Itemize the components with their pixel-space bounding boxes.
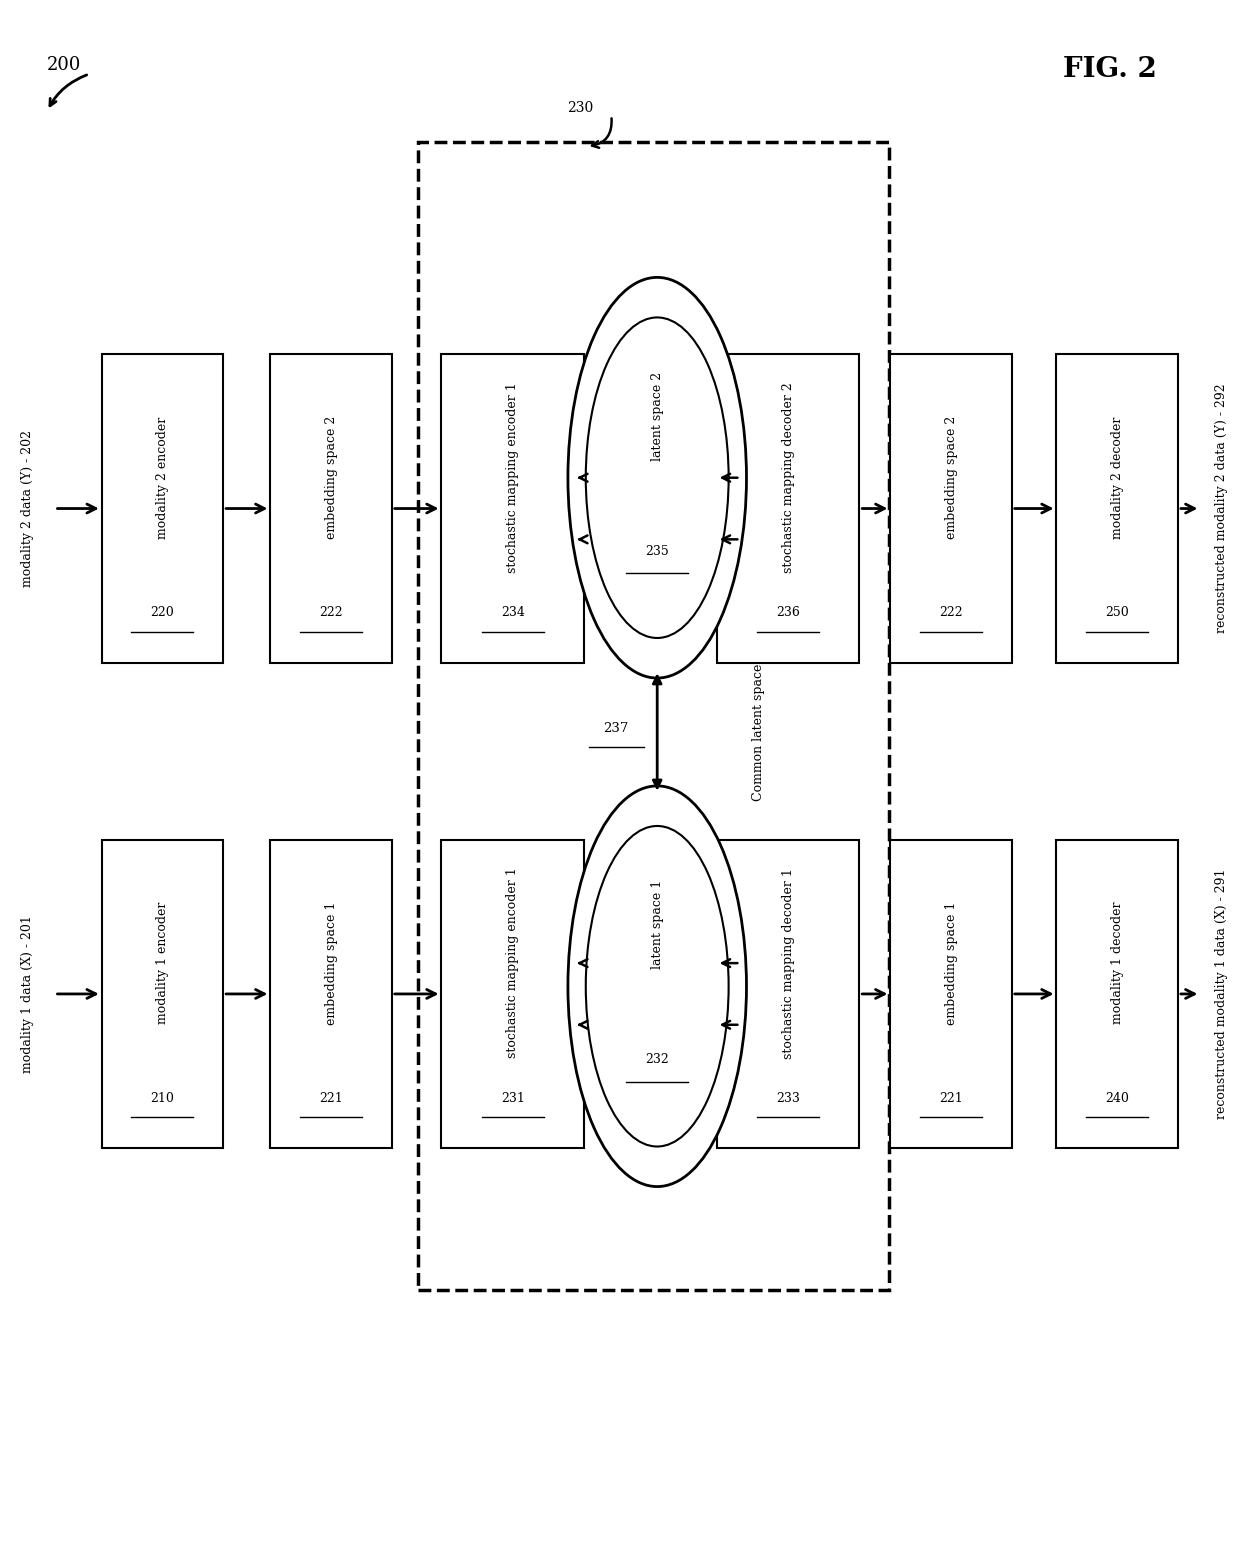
Text: 233: 233 xyxy=(776,1093,800,1105)
Text: reconstructed modality 2 data (Y) - 292: reconstructed modality 2 data (Y) - 292 xyxy=(1215,384,1228,633)
Text: latent space 1: latent space 1 xyxy=(651,880,663,969)
Text: 200: 200 xyxy=(47,55,82,74)
Text: stochastic mapping encoder 1: stochastic mapping encoder 1 xyxy=(506,382,520,573)
FancyBboxPatch shape xyxy=(441,840,584,1148)
Text: 232: 232 xyxy=(645,1054,670,1066)
Text: 221: 221 xyxy=(939,1093,963,1105)
Text: 220: 220 xyxy=(150,607,175,619)
Text: stochastic mapping encoder 1: stochastic mapping encoder 1 xyxy=(506,868,520,1059)
FancyBboxPatch shape xyxy=(102,354,223,663)
Text: modality 1 decoder: modality 1 decoder xyxy=(1111,901,1123,1025)
FancyBboxPatch shape xyxy=(441,354,584,663)
Text: 235: 235 xyxy=(645,546,670,558)
Text: 236: 236 xyxy=(776,607,800,619)
Ellipse shape xyxy=(585,826,729,1147)
Text: modality 2 data (Y) - 202: modality 2 data (Y) - 202 xyxy=(21,430,33,587)
Text: 240: 240 xyxy=(1105,1093,1130,1105)
FancyBboxPatch shape xyxy=(890,840,1012,1148)
Text: stochastic mapping decoder 2: stochastic mapping decoder 2 xyxy=(781,382,795,573)
Text: Common latent space: Common latent space xyxy=(753,663,765,801)
Text: modality 1 data (X) - 201: modality 1 data (X) - 201 xyxy=(21,915,33,1073)
Text: 234: 234 xyxy=(501,607,525,619)
FancyBboxPatch shape xyxy=(717,840,859,1148)
Text: 230: 230 xyxy=(567,100,594,116)
Text: embedding space 2: embedding space 2 xyxy=(945,416,957,539)
Ellipse shape xyxy=(568,277,746,678)
Text: modality 2 encoder: modality 2 encoder xyxy=(156,416,169,539)
Text: latent space 2: latent space 2 xyxy=(651,371,663,461)
Text: 222: 222 xyxy=(939,607,963,619)
FancyBboxPatch shape xyxy=(1056,840,1178,1148)
Text: embedding space 1: embedding space 1 xyxy=(325,901,337,1025)
Text: reconstructed modality 1 data (X) - 291: reconstructed modality 1 data (X) - 291 xyxy=(1215,869,1228,1119)
Text: 221: 221 xyxy=(319,1093,343,1105)
FancyBboxPatch shape xyxy=(890,354,1012,663)
Text: stochastic mapping decoder 1: stochastic mapping decoder 1 xyxy=(781,868,795,1059)
Text: 222: 222 xyxy=(319,607,343,619)
Text: FIG. 2: FIG. 2 xyxy=(1063,55,1157,83)
FancyBboxPatch shape xyxy=(717,354,859,663)
FancyBboxPatch shape xyxy=(270,840,392,1148)
Text: embedding space 2: embedding space 2 xyxy=(325,416,337,539)
FancyBboxPatch shape xyxy=(102,840,223,1148)
Text: 231: 231 xyxy=(501,1093,525,1105)
FancyBboxPatch shape xyxy=(270,354,392,663)
Text: modality 2 decoder: modality 2 decoder xyxy=(1111,416,1123,539)
FancyBboxPatch shape xyxy=(1056,354,1178,663)
Text: 237: 237 xyxy=(604,723,629,735)
Text: embedding space 1: embedding space 1 xyxy=(945,901,957,1025)
Ellipse shape xyxy=(568,786,746,1187)
Text: 250: 250 xyxy=(1105,607,1130,619)
Text: 210: 210 xyxy=(150,1093,175,1105)
Ellipse shape xyxy=(585,317,729,638)
Text: modality 1 encoder: modality 1 encoder xyxy=(156,901,169,1025)
